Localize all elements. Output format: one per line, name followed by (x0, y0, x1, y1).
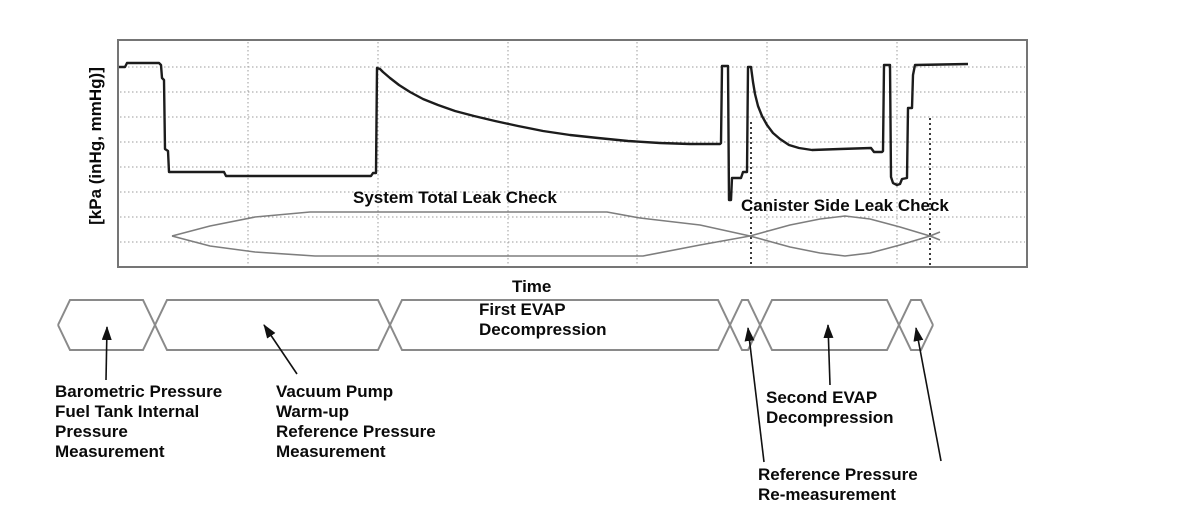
callout-reference-pressure-remeasurement: Reference Pressure Re-measurement (758, 465, 918, 504)
arrow-to-reference-remeasure-phase (744, 327, 765, 463)
phase-first-evap-label: First EVAP Decompression (479, 300, 607, 339)
y-axis-label: [kPa (inHg, mmHg)] (86, 67, 105, 225)
time-axis-label: Time (512, 277, 552, 296)
canister-side-leak-check-label: Canister Side Leak Check (741, 196, 949, 215)
plot-border (117, 39, 1028, 268)
callout-vacuum-pump-warmup: Vacuum Pump Warm-up Reference Pressure M… (276, 382, 436, 461)
arrow-to-second-evap-phase (823, 324, 834, 386)
valve_duty_signal_b (171, 215, 941, 257)
arrow-to-final-reference-phase (913, 327, 942, 462)
system-total-leak-check-label: System Total Leak Check (353, 188, 557, 207)
callout-barometric-pressure: Barometric Pressure Fuel Tank Internal P… (55, 382, 223, 461)
arrow-to-vacuum-pump-phase (263, 324, 298, 375)
callout-second-evap-decompression: Second EVAP Decompression (766, 388, 894, 427)
arrow-to-barometric-phase (101, 326, 112, 381)
phase-track-line-b (57, 299, 934, 351)
fuel_tank_pressure_trace (119, 61, 969, 202)
